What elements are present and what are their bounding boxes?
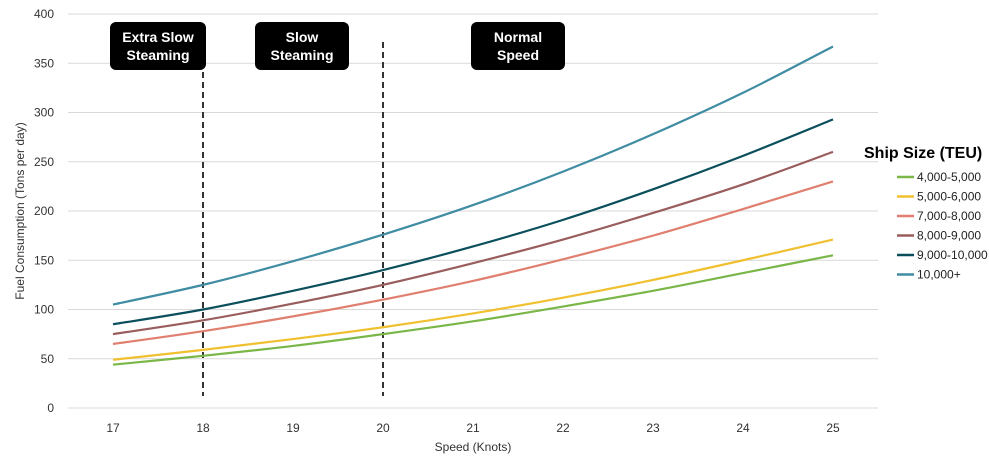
legend-entry-label: 5,000-6,000 bbox=[917, 190, 981, 204]
x-tick-label: 23 bbox=[646, 421, 660, 435]
y-axis-title: Fuel Consumption (Tons per day) bbox=[13, 122, 27, 299]
era-label-box bbox=[471, 22, 565, 70]
era-label-box bbox=[255, 22, 349, 70]
y-tick-label: 200 bbox=[34, 204, 54, 218]
legend-entry-label: 8,000-9,000 bbox=[917, 229, 981, 243]
x-tick-label: 21 bbox=[466, 421, 480, 435]
legend: 4,000-5,000 5,000-6,000 7,000-8,000 8,000-9… bbox=[897, 170, 988, 282]
x-tick-label: 19 bbox=[286, 421, 300, 435]
x-tick-label: 18 bbox=[196, 421, 210, 435]
era-dividers bbox=[202, 42, 384, 396]
x-tick-label: 20 bbox=[376, 421, 390, 435]
era-label-text: Extra Slow bbox=[122, 29, 194, 45]
legend-entry-label: 4,000-5,000 bbox=[917, 170, 981, 184]
era-label-text: Steaming bbox=[126, 47, 189, 63]
y-tick-label: 150 bbox=[34, 253, 54, 267]
y-tick-label: 50 bbox=[41, 352, 55, 366]
x-tick-label: 24 bbox=[736, 421, 750, 435]
era-label-text: Steaming bbox=[270, 47, 333, 63]
legend-entry-label: 9,000-10,000 bbox=[917, 248, 988, 262]
series-line-4 bbox=[112, 118, 834, 326]
era-label-text: Slow bbox=[286, 29, 319, 45]
y-tick-label: 300 bbox=[34, 106, 54, 120]
series-line-3 bbox=[112, 150, 834, 336]
x-axis-title: Speed (Knots) bbox=[435, 440, 512, 454]
series-line-0 bbox=[112, 254, 834, 366]
era-label-text: Speed bbox=[497, 47, 539, 63]
legend-entry-label: 10,000+ bbox=[917, 268, 961, 282]
x-tick-label: 25 bbox=[826, 421, 840, 435]
y-tick-label: 400 bbox=[34, 7, 54, 21]
series-line-1 bbox=[112, 238, 834, 361]
gridlines bbox=[68, 13, 878, 409]
series-line-2 bbox=[112, 180, 834, 346]
era-label-text: Normal bbox=[494, 29, 542, 45]
series-lines bbox=[112, 45, 834, 366]
era-labels: Extra Slow Steaming Slow Steaming Normal Spee… bbox=[110, 22, 565, 70]
y-tick-label: 250 bbox=[34, 155, 54, 169]
legend-title: Ship Size (TEU) bbox=[864, 145, 982, 162]
x-tick-label: 22 bbox=[556, 421, 570, 435]
y-axis-ticks: 0 50 100 150 200 250 300 350 400 bbox=[34, 7, 54, 415]
era-label-box bbox=[110, 22, 206, 70]
legend-entry-label: 7,000-8,000 bbox=[917, 209, 981, 223]
y-tick-label: 350 bbox=[34, 56, 54, 70]
x-axis-ticks: 17 18 19 20 21 22 23 24 25 bbox=[106, 421, 840, 435]
y-tick-label: 0 bbox=[47, 401, 54, 415]
series-line-5 bbox=[112, 45, 834, 306]
y-tick-label: 100 bbox=[34, 303, 54, 317]
x-tick-label: 17 bbox=[106, 421, 120, 435]
